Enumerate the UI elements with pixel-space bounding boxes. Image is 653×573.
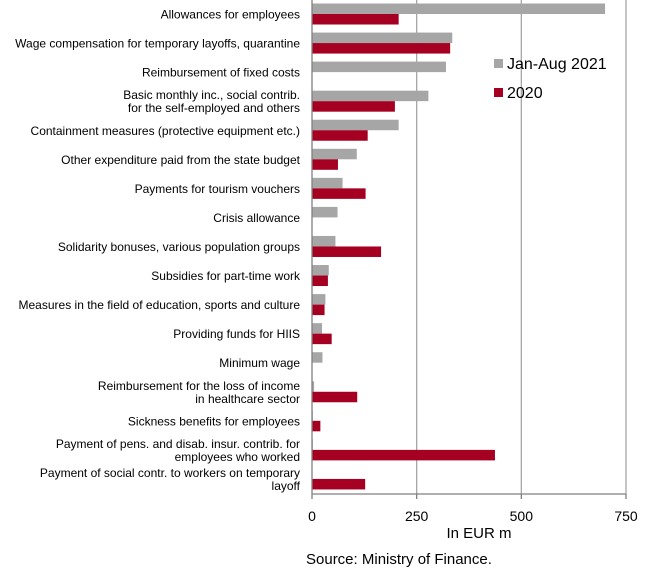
gridlines [416,0,627,494]
legend-swatch-2020 [494,88,503,97]
bar-2020 [312,304,325,316]
x-tick-label: 0 [308,508,316,524]
legend-label-2020: 2020 [507,85,543,102]
bar-jan-aug-2021 [312,381,315,392]
legend-swatch-jan-aug-2021 [494,59,503,68]
legend-label-jan-aug-2021: Jan-Aug 2021 [507,56,607,73]
bar-2020 [312,159,338,170]
bar-2020 [312,188,366,199]
bar-jan-aug-2021 [312,265,329,276]
category-label: Crisis allowance [213,211,300,225]
category-label: Subsidies for part-time work [151,269,301,283]
bar-2020 [312,333,332,345]
source-note: Source: Ministry of Finance. [306,551,492,568]
category-label: Basic monthly inc., social contrib. for t… [123,88,300,115]
category-label: Payment of social contr. to workers on t… [40,466,301,493]
bar-jan-aug-2021 [312,3,606,14]
category-label: Providing funds for HIIS [173,327,300,341]
x-axis-title: In EUR m [446,525,511,542]
category-label: Payment of pens. and disab. insur. contr… [56,437,300,464]
x-tick-label: 500 [510,508,534,524]
x-tick-label: 750 [614,508,638,524]
bar-jan-aug-2021 [312,352,323,363]
bar-jan-aug-2021 [312,32,453,44]
category-label: Measures in the field of education, spor… [19,298,301,312]
bar-2020 [312,14,399,25]
legend: Jan-Aug 2021 2020 [494,56,607,102]
bar-2020 [312,130,368,141]
bars [312,3,606,490]
bar-jan-aug-2021 [312,294,326,305]
x-axis: 0 250 500 750 [308,0,638,524]
bar-jan-aug-2021 [312,119,399,131]
category-label: Solidarity bonuses, various population g… [58,240,300,254]
category-label: Containment measures (protective equipme… [31,124,300,138]
category-label: Allowances for employees [161,8,300,22]
category-label: Reimbursement of fixed costs [142,66,300,80]
bar-jan-aug-2021 [312,235,336,247]
category-label: Minimum wage [219,356,300,370]
bar-jan-aug-2021 [312,206,338,218]
bar-jan-aug-2021 [312,90,429,102]
bar-2020 [312,391,358,403]
category-label: Wage compensation for temporary layoffs,… [15,37,300,51]
bar-jan-aug-2021 [312,177,343,189]
x-tick-label: 250 [405,508,429,524]
category-label: Other expenditure paid from the state bu… [61,153,300,167]
category-label: Reimbursement for the loss of income in h… [98,379,300,406]
category-label: Sickness benefits for employees [128,414,300,428]
category-label: Payments for tourism vouchers [135,182,300,196]
bar-2020 [312,246,382,257]
bar-2020 [312,449,495,461]
bar-2020 [312,275,328,287]
bar-2020 [312,478,366,490]
bar-2020 [312,43,451,54]
bar-jan-aug-2021 [312,323,323,334]
bar-2020 [312,101,395,112]
category-labels: Allowances for employees Wage compensatio… [15,8,301,493]
bar-jan-aug-2021 [312,61,446,73]
bar-2020 [312,420,321,432]
bar-jan-aug-2021 [312,148,357,160]
